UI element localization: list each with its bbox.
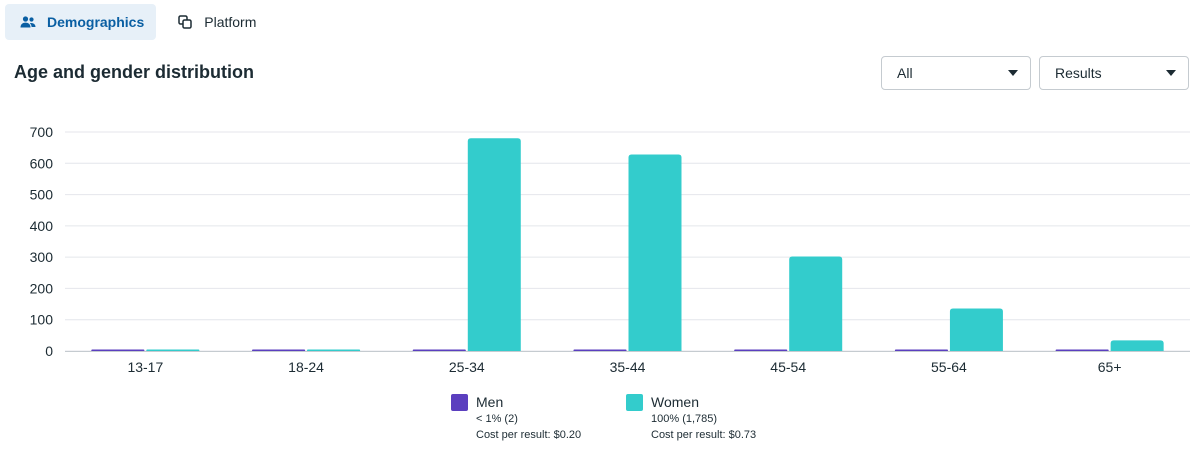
bar-men-45-54 xyxy=(734,349,788,351)
y-tick-label: 0 xyxy=(45,343,53,359)
x-tick-label: 25-34 xyxy=(449,359,485,375)
y-tick-label: 100 xyxy=(30,312,54,328)
bar-men-18-24 xyxy=(252,349,306,351)
legend-label-men: Men xyxy=(476,394,504,410)
legend-share-men: < 1% (2) xyxy=(476,413,518,425)
bar-men-55-64 xyxy=(894,349,948,351)
tab-demographics[interactable]: Demographics xyxy=(5,4,157,40)
metric-dropdown[interactable]: Results xyxy=(1039,56,1189,90)
bar-women-65+ xyxy=(1110,340,1164,351)
legend-cost-men: Cost per result: $0.20 xyxy=(476,429,582,441)
caret-down-icon xyxy=(1008,70,1018,76)
bar-chart: 0 100 200 300 400 500 600 700 13-17 18-24 25-34 35-… xyxy=(30,124,1190,375)
metric-dropdown-value: Results xyxy=(1055,65,1102,81)
bar-women-55-64 xyxy=(949,308,1003,351)
y-tick-label: 700 xyxy=(30,124,54,140)
y-tick-label: 600 xyxy=(30,155,54,171)
tab-demographics-label: Demographics xyxy=(47,14,145,30)
y-tick-label: 400 xyxy=(30,218,54,234)
copy-icon xyxy=(176,13,194,31)
y-tick-label: 200 xyxy=(30,280,54,296)
bar-women-35-44 xyxy=(628,154,682,351)
x-tick-label: 35-44 xyxy=(610,359,646,375)
x-tick-label: 45-54 xyxy=(770,359,806,375)
breakdown-dropdown-value: All xyxy=(897,65,913,81)
chart-title: Age and gender distribution xyxy=(14,62,255,82)
tab-bar: Demographics Platform xyxy=(5,4,268,40)
bar-women-25-34 xyxy=(467,138,521,351)
legend-cost-women: Cost per result: $0.73 xyxy=(651,429,757,441)
x-tick-label: 13-17 xyxy=(127,359,163,375)
bar-women-45-54 xyxy=(789,256,843,351)
legend-swatch-women xyxy=(626,394,643,411)
y-tick-label: 300 xyxy=(30,249,54,265)
bar-women-13-17 xyxy=(146,349,200,351)
tab-platform[interactable]: Platform xyxy=(162,4,268,40)
legend-share-women: 100% (1,785) xyxy=(651,413,718,425)
bar-women-18-24 xyxy=(307,349,361,351)
legend-label-women: Women xyxy=(651,394,699,410)
legend-item-men[interactable]: Men < 1% (2) Cost per result: $0.20 xyxy=(451,393,581,443)
bar-men-35-44 xyxy=(573,349,627,351)
y-tick-label: 500 xyxy=(30,187,54,203)
bar-men-13-17 xyxy=(91,349,145,351)
people-icon xyxy=(19,13,37,31)
breakdown-dropdown[interactable]: All xyxy=(881,56,1031,90)
bar-men-25-34 xyxy=(412,349,466,351)
bar-men-65+ xyxy=(1055,349,1109,351)
legend-item-women[interactable]: Women 100% (1,785) Cost per result: $0.7… xyxy=(626,393,756,443)
x-tick-label: 18-24 xyxy=(288,359,324,375)
caret-down-icon xyxy=(1166,70,1176,76)
x-tick-label: 65+ xyxy=(1098,359,1122,375)
legend-swatch-men xyxy=(451,394,468,411)
tab-platform-label: Platform xyxy=(204,14,257,30)
x-tick-label: 55-64 xyxy=(931,359,967,375)
